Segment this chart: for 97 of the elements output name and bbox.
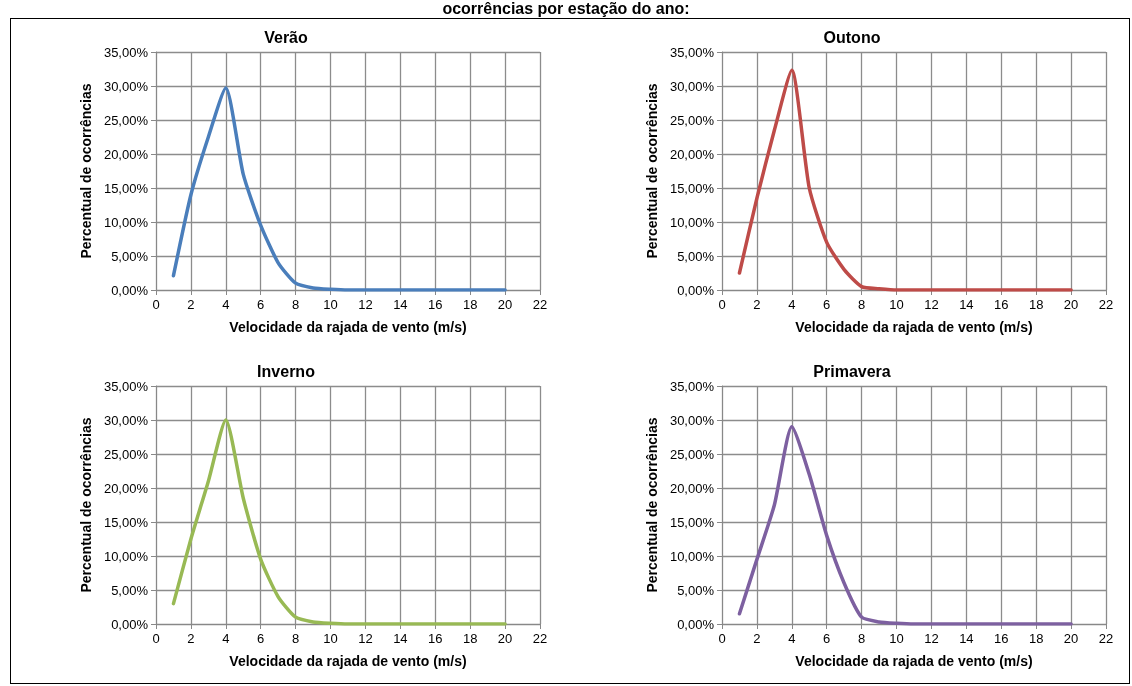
y-axis-title: Percentual de ocorrências	[644, 417, 661, 593]
x-tick-label: 0	[718, 297, 726, 312]
y-axis-title: Percentual de ocorrências	[644, 83, 661, 259]
x-tick-label: 20	[497, 297, 513, 312]
x-tick-label: 16	[428, 631, 443, 646]
chart-title: Verão	[264, 28, 309, 46]
y-tick-label: 0,00%	[677, 282, 715, 298]
y-tick-label: 20,00%	[103, 480, 149, 496]
y-tick-label: 10,00%	[103, 214, 149, 230]
y-tick-label: 5,00%	[677, 582, 715, 598]
x-tick-label: 14	[393, 297, 408, 312]
y-tick-label: 10,00%	[669, 214, 715, 230]
x-tick-label: 20	[1063, 631, 1079, 646]
x-tick-label: 22	[1098, 297, 1114, 312]
x-tick-label: 6	[823, 631, 831, 646]
line-series	[737, 68, 1073, 292]
x-tick-label: 16	[994, 297, 1009, 312]
y-tick-label: 10,00%	[669, 548, 715, 564]
x-tick-label: 18	[462, 297, 478, 312]
x-tick-label: 12	[924, 297, 939, 312]
x-tick-label: 10	[889, 631, 904, 646]
y-tick-label: 35,00%	[103, 378, 149, 394]
x-tick-label: 2	[753, 297, 761, 312]
x-tick-label: 12	[358, 297, 373, 312]
x-tick-label: 10	[889, 297, 904, 312]
x-tick-label: 14	[959, 297, 974, 312]
x-tick-label: 4	[788, 631, 796, 646]
y-axis-title: Percentual de ocorrências	[78, 83, 95, 259]
y-tick-label: 15,00%	[103, 514, 149, 530]
x-tick-label: 16	[428, 297, 443, 312]
y-tick-label: 35,00%	[669, 44, 715, 60]
y-tick-label: 5,00%	[111, 582, 149, 598]
y-tick-label: 35,00%	[669, 378, 715, 394]
x-tick-label: 18	[1028, 631, 1044, 646]
chart-title: Primavera	[813, 362, 891, 380]
x-axis-title: Velocidade da rajada de vento (m/s)	[795, 319, 1033, 335]
y-tick-label: 15,00%	[669, 180, 715, 196]
x-tick-label: 20	[497, 631, 513, 646]
y-tick-label: 30,00%	[669, 78, 715, 94]
x-tick-label: 4	[788, 297, 796, 312]
x-tick-label: 6	[823, 297, 831, 312]
x-tick-label: 22	[532, 297, 548, 312]
y-tick-label: 15,00%	[103, 180, 149, 196]
y-tick-label: 25,00%	[103, 446, 149, 462]
line-series	[737, 425, 1073, 626]
y-tick-label: 20,00%	[669, 146, 715, 162]
x-tick-label: 6	[257, 631, 265, 646]
y-tick-label: 25,00%	[669, 446, 715, 462]
x-axis-title: Velocidade da rajada de vento (m/s)	[229, 653, 467, 669]
x-tick-label: 14	[393, 631, 408, 646]
x-tick-label: 18	[462, 631, 478, 646]
y-tick-label: 0,00%	[111, 282, 149, 298]
x-tick-label: 8	[292, 631, 300, 646]
x-tick-label: 10	[323, 297, 338, 312]
x-axis-title: Velocidade da rajada de vento (m/s)	[229, 319, 467, 335]
y-tick-label: 20,00%	[669, 480, 715, 496]
y-tick-label: 25,00%	[103, 112, 149, 128]
x-tick-label: 8	[858, 631, 866, 646]
line-series	[171, 418, 507, 626]
y-tick-label: 20,00%	[103, 146, 149, 162]
y-tick-label: 10,00%	[103, 548, 149, 564]
x-tick-label: 10	[323, 631, 338, 646]
x-tick-label: 4	[222, 631, 230, 646]
y-tick-label: 5,00%	[677, 248, 715, 264]
x-tick-label: 18	[1028, 297, 1044, 312]
x-axis-title: Velocidade da rajada de vento (m/s)	[795, 653, 1033, 669]
y-tick-label: 30,00%	[103, 78, 149, 94]
line-series	[171, 86, 507, 292]
x-tick-label: 20	[1063, 297, 1079, 312]
x-tick-label: 8	[858, 297, 866, 312]
x-tick-label: 2	[187, 631, 195, 646]
text: ocorrências por estação do ano:	[442, 0, 690, 17]
y-tick-label: 35,00%	[103, 44, 149, 60]
y-axis-title: Percentual de ocorrências	[78, 417, 95, 593]
chart-title: Inverno	[257, 362, 316, 380]
x-tick-label: 6	[257, 297, 265, 312]
x-tick-label: 4	[222, 297, 230, 312]
y-tick-label: 0,00%	[111, 616, 149, 632]
x-tick-label: 8	[292, 297, 300, 312]
y-tick-label: 15,00%	[669, 514, 715, 530]
y-tick-label: 30,00%	[669, 412, 715, 428]
x-tick-label: 14	[959, 631, 974, 646]
y-tick-label: 25,00%	[669, 112, 715, 128]
x-tick-label: 22	[1098, 631, 1114, 646]
y-tick-label: 5,00%	[111, 248, 149, 264]
x-tick-label: 0	[152, 297, 160, 312]
x-tick-label: 16	[994, 631, 1009, 646]
x-tick-label: 2	[187, 297, 195, 312]
y-tick-label: 30,00%	[103, 412, 149, 428]
x-tick-label: 12	[924, 631, 939, 646]
chart-title: Outono	[823, 28, 881, 46]
x-tick-label: 0	[718, 631, 726, 646]
x-tick-label: 2	[753, 631, 761, 646]
x-tick-label: 0	[152, 631, 160, 646]
x-tick-label: 12	[358, 631, 373, 646]
y-tick-label: 0,00%	[677, 616, 715, 632]
x-tick-label: 22	[532, 631, 548, 646]
